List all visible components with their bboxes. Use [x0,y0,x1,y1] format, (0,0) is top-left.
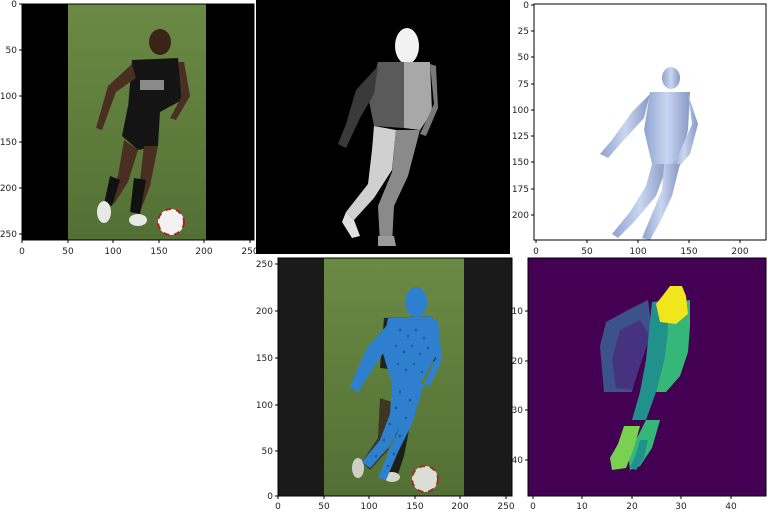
mesh-render-y-tick: 175 [512,185,529,195]
heatmap-x-tick: 40 [725,502,737,512]
heatmap-y-tick: 20 [512,357,524,367]
mesh-render-x-axis: 0 50 100 150 200 [533,240,749,257]
heatmap-y-tick: 40 [512,456,524,466]
photo-x-tick: 250 [241,247,258,257]
heatmap-x-tick: 0 [530,502,536,512]
overlay-y-tick: 0 [267,492,273,502]
photo-y-tick: 50 [6,46,18,56]
mesh-render-y-tick: 125 [512,132,529,142]
photo-y-tick: 200 [0,184,17,194]
photo-y-tick: 150 [0,138,17,148]
mesh-render-panel: 0 50 100 150 200 0 25 50 75 100 125 150 … [512,1,767,257]
overlay-x-tick: 150 [406,502,423,512]
mesh-render-y-tick: 25 [518,27,529,37]
mesh-render-y-tick: 0 [523,1,529,11]
mesh-render-y-tick: 100 [512,106,529,116]
photo-y-tick: 0 [11,0,17,10]
photo-x-tick: 200 [195,247,212,257]
3d-body-mesh [600,67,698,240]
photo-x-tick: 150 [150,247,167,257]
photo-y-tick: 250 [0,230,17,240]
overlay-y-tick: 150 [256,354,273,364]
mesh-render-x-tick: 150 [680,247,697,257]
overlay-y-tick: 200 [256,307,273,317]
heatmap-x-tick: 30 [675,502,687,512]
overlay-x-axis: 0 50 100 150 200 250 [275,496,515,512]
heatmap-y-tick: 30 [512,406,524,416]
overlay-y-tick: 50 [262,447,274,457]
photo-x-tick: 50 [62,247,74,257]
mesh-render-x-tick: 0 [533,247,539,257]
overlay-axes-frame [277,257,513,497]
heatmap-x-tick: 20 [626,502,638,512]
mesh-render-axes-frame [533,3,767,241]
soccer-player-photo [96,29,190,236]
overlay-x-tick: 200 [451,502,468,512]
mesh-render-x-tick: 50 [581,247,593,257]
heatmap-axes-frame [527,257,767,497]
body-part-segmentation [338,28,438,246]
photo-panel: 0 50 100 150 200 250 0 50 100 150 200 25… [0,0,259,257]
overlay-y-axis: 0 50 100 150 200 250 [256,260,278,502]
overlay-x-tick: 50 [318,502,330,512]
mesh-render-y-tick: 200 [512,211,529,221]
mesh-render-x-tick: 200 [731,247,748,257]
mesh-render-x-tick: 100 [629,247,646,257]
overlay-x-tick: 0 [275,502,281,512]
photo-x-tick: 0 [19,247,25,257]
heatmap-panel: 0 10 20 30 40 10 20 30 40 [512,257,767,512]
mesh-render-y-tick: 150 [512,158,529,168]
fitted-mesh-overlay [350,287,442,480]
mesh-overlay-panel: 0 50 100 150 200 250 0 50 100 150 200 25… [256,257,515,512]
heatmap-x-axis: 0 10 20 30 40 [530,496,737,512]
mesh-render-y-tick: 75 [518,80,529,90]
heatmap-y-tick: 10 [512,307,524,317]
overlay-y-tick: 100 [256,401,273,411]
mesh-render-y-tick: 50 [518,53,530,63]
heatmap-y-axis: 10 20 30 40 [512,307,528,466]
photo-x-axis: 0 50 100 150 200 250 [19,240,259,257]
photo-x-tick: 100 [104,247,121,257]
overlay-x-tick: 100 [360,502,377,512]
overlay-y-tick: 250 [256,260,273,270]
photo-axes-frame [21,3,255,241]
photo-y-tick: 100 [0,92,17,102]
mesh-render-y-axis: 0 25 50 75 100 125 150 175 200 [512,1,534,221]
overlay-x-tick: 250 [497,502,514,512]
heatmap-cells [600,286,690,470]
heatmap-x-tick: 10 [576,502,588,512]
segmentation-panel [256,0,510,254]
photo-y-axis: 0 50 100 150 200 250 [0,0,22,240]
